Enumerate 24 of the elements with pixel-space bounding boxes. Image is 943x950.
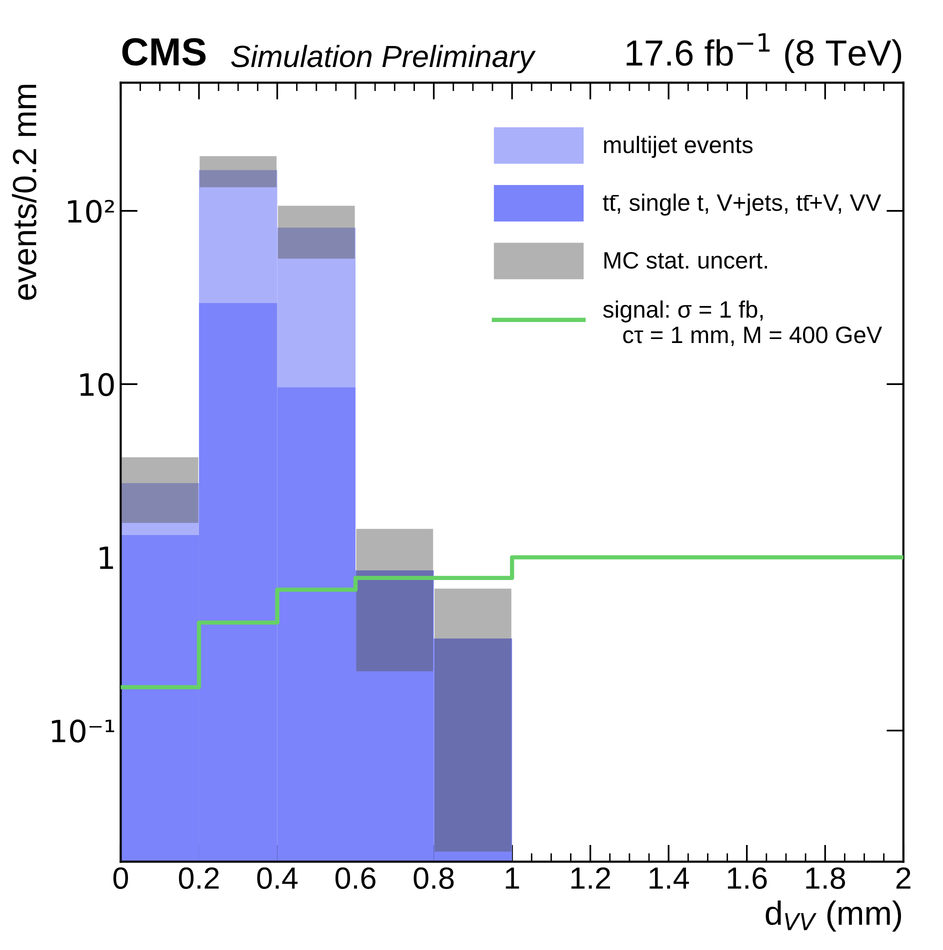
y-tick-label: 10⁻¹ xyxy=(52,719,114,743)
legend-label: MC stat. uncert. xyxy=(604,252,767,269)
x-tick-label: 1.8 xyxy=(806,867,846,889)
x-tick-label: 0.4 xyxy=(257,867,298,889)
x-tick-label: 1.2 xyxy=(571,867,610,889)
chart-subtitle: Simulation Preliminary xyxy=(231,44,536,74)
x-tick-label: 0.8 xyxy=(414,867,454,889)
legend-label: multijet events xyxy=(604,136,753,158)
y-tick-label: 10² xyxy=(68,200,114,223)
legend-label: tt̄, single t, V+jets, tt̄+V, VV xyxy=(602,194,882,216)
x-axis-title: d$_{VV}$ (mm) xyxy=(766,900,902,932)
text: 17.6 fb$^{−1}$ (8 TeV) xyxy=(626,33,902,73)
x-tick-label: 0.6 xyxy=(335,867,376,889)
y-tick-label: 10 xyxy=(80,373,114,396)
y-axis-title: events/0.2 mm xyxy=(12,84,36,300)
x-tick-label: 0.2 xyxy=(178,867,219,889)
x-tick-label: 2 xyxy=(896,867,910,889)
x-tick-label: 1 xyxy=(506,868,520,889)
x-tick-label: 1.6 xyxy=(728,867,767,889)
chart-title: CMS xyxy=(122,38,206,66)
x-tick-label: 1.4 xyxy=(650,868,689,889)
x-tick-label: 0 xyxy=(113,867,128,889)
y-tick-label: 1 xyxy=(100,546,114,569)
legend-label: signal: σ = 1 fb, cτ = 1 mm, M = 400 GeV xyxy=(603,300,882,346)
